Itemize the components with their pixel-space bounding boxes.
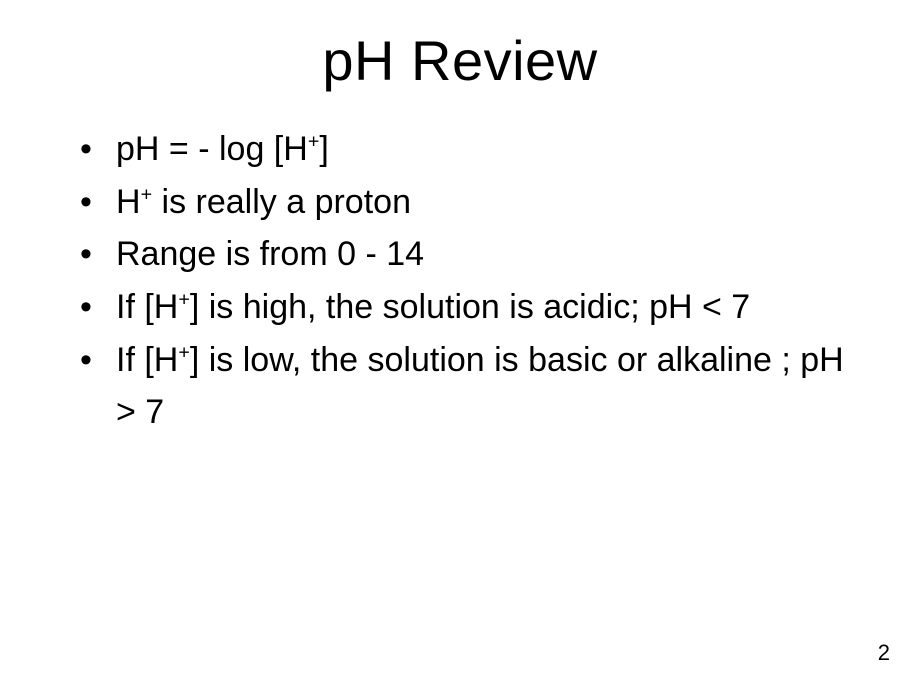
bullet-post: ] is low, the solution is basic or alkal…	[116, 341, 844, 432]
list-item: Range is from 0 - 14	[70, 228, 850, 281]
bullet-pre: H	[116, 183, 141, 221]
bullet-pre: If [H	[116, 341, 178, 379]
bullet-sup: +	[308, 131, 320, 153]
list-item: If [H+] is low, the solution is basic or…	[70, 334, 850, 439]
bullet-post: ] is high, the solution is acidic; pH < …	[190, 288, 750, 326]
bullet-sup: +	[178, 289, 190, 311]
page-number: 2	[878, 640, 890, 666]
list-item: If [H+] is high, the solution is acidic;…	[70, 281, 850, 334]
list-item: H+ is really a proton	[70, 176, 850, 229]
bullet-post: ]	[319, 130, 328, 168]
list-item: pH = - log [H+]	[70, 123, 850, 176]
bullet-pre: If [H	[116, 288, 178, 326]
bullet-pre: pH = - log [H	[116, 130, 308, 168]
bullet-sup: +	[178, 341, 190, 363]
bullet-list: pH = - log [H+] H+ is really a proton Ra…	[70, 123, 850, 439]
slide: pH Review pH = - log [H+] H+ is really a…	[0, 0, 920, 690]
slide-body: pH = - log [H+] H+ is really a proton Ra…	[0, 93, 920, 439]
bullet-post: is really a proton	[152, 183, 411, 221]
bullet-sup: +	[141, 183, 153, 205]
bullet-pre: Range is from 0 - 14	[116, 235, 424, 273]
slide-title: pH Review	[0, 0, 920, 93]
